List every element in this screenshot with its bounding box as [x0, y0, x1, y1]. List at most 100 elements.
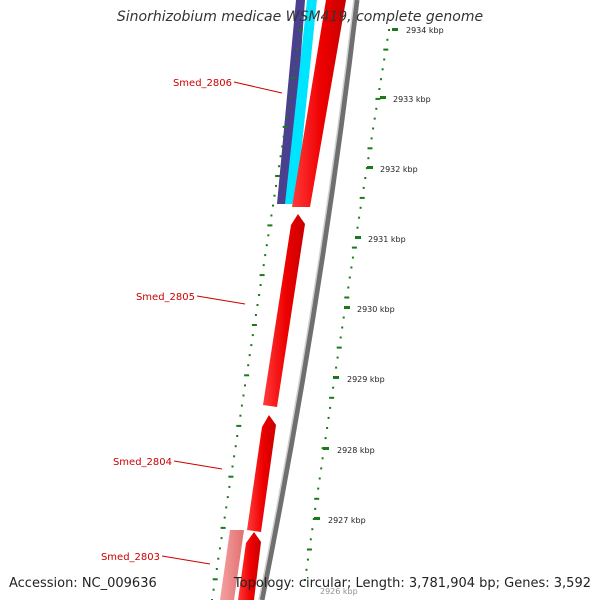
gc-dot	[317, 487, 320, 490]
gc-dot	[250, 344, 253, 347]
gene-arrow-smed-2806[interactable]	[292, 0, 346, 207]
gc-dot	[231, 465, 234, 468]
gc-dot	[359, 206, 362, 209]
feature-track-purple	[277, 0, 305, 204]
scale-label-2927: 2927 kbp	[328, 516, 366, 525]
gc-dot	[306, 558, 309, 561]
gc-dot	[287, 106, 290, 109]
gc-dot	[290, 77, 296, 80]
gc-dot	[226, 496, 229, 499]
gc-dot	[256, 304, 259, 306]
gc-dot	[318, 477, 321, 480]
gc-dot	[215, 568, 218, 570]
gene-arrow-smed-2804[interactable]	[247, 415, 276, 532]
scale-label-2932: 2932 kbp	[380, 165, 418, 174]
scale-tick	[333, 376, 339, 379]
map-title: Sinorhizobium medicae WSM419, complete g…	[116, 9, 484, 25]
gc-dot	[359, 196, 365, 199]
gc-dot	[275, 175, 281, 177]
gc-dot	[217, 557, 220, 560]
gc-dot	[273, 194, 276, 197]
gc-dot	[290, 86, 293, 89]
gc-dot	[375, 97, 381, 100]
gc-dot	[304, 579, 306, 581]
gc-dot	[244, 374, 250, 377]
gc-dot	[258, 294, 261, 296]
gc-dot	[259, 274, 265, 277]
gc-dot	[341, 326, 344, 329]
gc-dot	[298, 28, 303, 31]
gc-content-dots-right	[304, 29, 390, 581]
gc-dot	[314, 497, 320, 500]
scale-tick	[314, 517, 320, 520]
gc-dot	[375, 107, 378, 110]
gc-dot	[339, 336, 342, 339]
gc-dot	[218, 547, 221, 550]
gc-dot	[278, 165, 281, 168]
gc-dot	[383, 58, 386, 61]
gc-dot	[239, 414, 242, 417]
gc-dot	[320, 467, 323, 470]
gc-dot	[294, 57, 297, 60]
gc-dot	[254, 314, 257, 316]
gene-label-leader	[233, 81, 283, 94]
gene-arrow-smed-2805[interactable]	[263, 214, 305, 407]
feature-track-cyan	[285, 0, 317, 204]
gc-dot	[321, 457, 324, 460]
gc-dot	[380, 78, 382, 81]
gc-dot	[332, 386, 335, 389]
gene-label-leader	[161, 555, 211, 565]
gc-dot	[293, 67, 296, 70]
gc-dot	[314, 507, 317, 510]
scale-label-2934: 2934 kbp	[406, 26, 444, 35]
scale-tick	[344, 306, 350, 309]
scale-label-2928: 2928 kbp	[337, 446, 375, 455]
gc-dot	[228, 475, 234, 478]
scale-label-2929: 2929 kbp	[347, 375, 385, 384]
gc-dot	[311, 528, 314, 531]
gc-dot	[251, 324, 257, 326]
accession-text: Accession: NC_009636	[9, 576, 157, 591]
gc-dot	[212, 588, 215, 591]
gc-dot	[248, 354, 251, 357]
gc-dot	[281, 145, 284, 148]
gc-dot	[288, 96, 291, 99]
gc-dot	[220, 526, 226, 529]
scale-label-2930: 2930 kbp	[357, 305, 395, 314]
backbone-line-highlight	[258, 0, 355, 600]
gc-dot	[336, 356, 339, 359]
gc-dot	[236, 435, 239, 437]
gc-dot	[228, 485, 231, 488]
gc-dot	[223, 516, 226, 519]
scale-tick	[367, 166, 373, 169]
gc-dot	[282, 135, 285, 138]
gc-dot	[329, 406, 332, 409]
gc-dot	[348, 276, 351, 279]
gc-dot	[383, 48, 389, 51]
gc-dot	[347, 286, 350, 289]
scale-label-2931: 2931 kbp	[368, 235, 406, 244]
gc-dot	[282, 125, 288, 128]
scale-tick	[392, 28, 398, 31]
gene-arrow-smed-2803[interactable]	[238, 532, 261, 600]
gc-dot	[329, 396, 335, 399]
gc-dot	[381, 68, 384, 71]
gc-dot	[373, 117, 376, 120]
gc-dot	[240, 404, 243, 407]
gc-dot	[350, 266, 353, 269]
gc-dot	[234, 445, 237, 448]
gc-dot	[367, 147, 373, 150]
gc-dot	[365, 167, 368, 170]
gc-dot	[370, 137, 373, 140]
genome-summary-text: Topology: circular; Length: 3,781,904 bp…	[233, 576, 591, 591]
gene-arrow-pale	[220, 530, 244, 600]
gc-dot	[386, 38, 389, 41]
scale-tick	[380, 96, 386, 99]
gc-dot	[362, 186, 365, 189]
gene-label-leader	[173, 460, 223, 470]
gc-dot	[285, 116, 288, 119]
gc-dot	[279, 155, 282, 158]
gc-dot	[336, 346, 342, 349]
gc-dot	[296, 48, 299, 50]
